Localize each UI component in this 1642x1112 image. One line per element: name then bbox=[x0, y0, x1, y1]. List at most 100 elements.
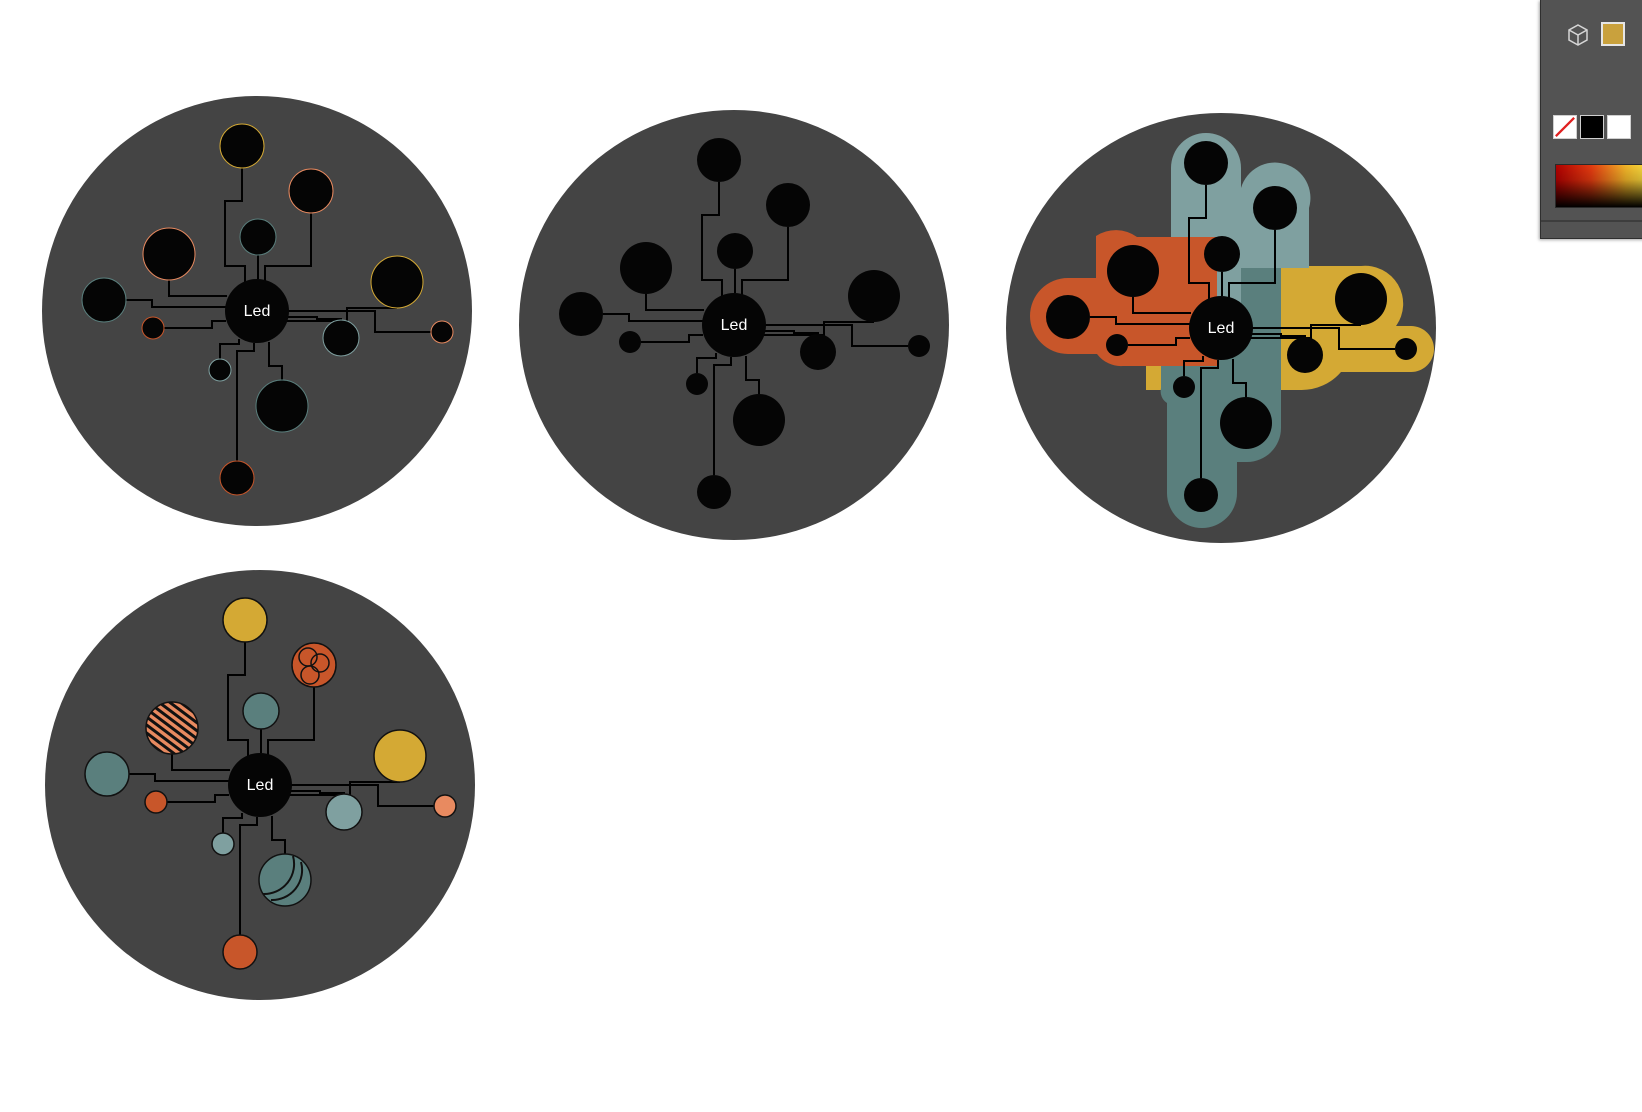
node-right-mid[interactable] bbox=[325, 793, 363, 831]
circuit-diagram-outlined[interactable]: Led bbox=[42, 96, 472, 526]
arc-pattern bbox=[262, 855, 304, 902]
node-left-small[interactable] bbox=[619, 331, 641, 353]
node-right-big[interactable] bbox=[848, 270, 900, 322]
node-upper-left[interactable] bbox=[1107, 245, 1159, 297]
node-low-right[interactable] bbox=[733, 394, 785, 446]
led-label: Led bbox=[244, 303, 271, 320]
wire-far-right bbox=[765, 324, 908, 347]
node-far-right[interactable] bbox=[430, 320, 454, 344]
circuit-diagram-colored-blobs[interactable]: Led bbox=[1006, 113, 1436, 543]
led-label: Led bbox=[721, 317, 748, 334]
wire-left-small bbox=[164, 320, 226, 329]
node-far-right[interactable] bbox=[433, 794, 457, 818]
node-left-small[interactable] bbox=[1106, 334, 1128, 356]
wire-right-mid bbox=[287, 316, 342, 320]
cube-icon[interactable] bbox=[1565, 22, 1591, 48]
wire-top bbox=[224, 168, 246, 283]
wire-low-right bbox=[268, 342, 283, 380]
node-left-big[interactable] bbox=[81, 277, 127, 323]
node-low-right[interactable] bbox=[255, 379, 309, 433]
node-group bbox=[84, 597, 457, 970]
wire-bottom bbox=[239, 817, 258, 935]
wire-right-mid bbox=[1251, 333, 1306, 337]
node-top[interactable] bbox=[222, 597, 268, 643]
node-low-left[interactable] bbox=[208, 358, 232, 382]
node-right-big[interactable] bbox=[370, 255, 424, 309]
none-slash-icon bbox=[1555, 117, 1575, 137]
led-label: Led bbox=[247, 777, 274, 794]
circuit-diagram-colored-nodes[interactable]: Led bbox=[45, 570, 475, 1000]
wire-upper-left bbox=[645, 294, 704, 311]
wire-group bbox=[129, 642, 434, 935]
node-right-big[interactable] bbox=[1335, 273, 1387, 325]
wire-upper-right bbox=[741, 227, 789, 295]
wire-bottom bbox=[713, 357, 732, 475]
wire-upper-left bbox=[1132, 297, 1191, 314]
led-hub[interactable] bbox=[702, 293, 766, 357]
node-group bbox=[81, 123, 454, 496]
wire-left-small bbox=[641, 334, 703, 343]
node-bottom[interactable] bbox=[1184, 478, 1218, 512]
led-hub[interactable] bbox=[228, 753, 292, 817]
node-far-right[interactable] bbox=[908, 335, 930, 357]
led-hub[interactable] bbox=[1189, 296, 1253, 360]
wire-top bbox=[1188, 185, 1210, 300]
node-left-small[interactable] bbox=[144, 790, 168, 814]
node-upper-mid[interactable] bbox=[1204, 236, 1240, 272]
node-upper-right[interactable] bbox=[291, 642, 337, 688]
wire-upper-left bbox=[171, 754, 230, 771]
node-upper-mid[interactable] bbox=[717, 233, 753, 269]
node-upper-right[interactable] bbox=[1253, 186, 1297, 230]
node-far-right[interactable] bbox=[1395, 338, 1417, 360]
node-low-left[interactable] bbox=[686, 373, 708, 395]
node-low-left[interactable] bbox=[1173, 376, 1195, 398]
wire-top bbox=[227, 642, 249, 757]
node-bottom[interactable] bbox=[222, 934, 258, 970]
node-upper-right[interactable] bbox=[766, 183, 810, 227]
none-swatch[interactable] bbox=[1553, 115, 1577, 139]
wire-far-right bbox=[291, 784, 434, 807]
wire-low-right bbox=[1232, 359, 1247, 397]
wire-left-big bbox=[126, 299, 226, 308]
node-upper-left[interactable] bbox=[620, 242, 672, 294]
ring-pattern bbox=[298, 647, 330, 685]
node-top[interactable] bbox=[1184, 141, 1228, 185]
wire-upper-right bbox=[264, 213, 312, 281]
wire-low-left bbox=[1183, 356, 1204, 376]
node-top[interactable] bbox=[697, 138, 741, 182]
node-right-mid[interactable] bbox=[1287, 337, 1323, 373]
wire-left-small bbox=[167, 794, 229, 803]
tools-panel bbox=[1540, 0, 1642, 239]
node-upper-left[interactable] bbox=[142, 227, 196, 281]
node-left-small[interactable] bbox=[141, 316, 165, 340]
wire-left-big bbox=[129, 773, 229, 782]
node-upper-mid[interactable] bbox=[242, 692, 280, 730]
node-bottom[interactable] bbox=[697, 475, 731, 509]
node-right-big[interactable] bbox=[373, 729, 427, 783]
wire-upper-right bbox=[1228, 230, 1276, 298]
stripe-pattern bbox=[146, 702, 198, 754]
node-right-mid[interactable] bbox=[800, 334, 836, 370]
node-top[interactable] bbox=[219, 123, 265, 169]
node-upper-right[interactable] bbox=[288, 168, 334, 214]
node-upper-mid[interactable] bbox=[239, 218, 277, 256]
wire-right-mid bbox=[764, 330, 819, 334]
circuit-diagram-solid[interactable]: Led bbox=[519, 110, 949, 540]
node-low-left[interactable] bbox=[211, 832, 235, 856]
node-left-big[interactable] bbox=[559, 292, 603, 336]
wire-bottom bbox=[236, 343, 255, 461]
fill-color-swatch[interactable] bbox=[1601, 22, 1625, 46]
black-swatch[interactable] bbox=[1580, 115, 1604, 139]
color-spectrum-picker[interactable] bbox=[1555, 164, 1642, 208]
node-group bbox=[559, 138, 930, 509]
led-hub[interactable] bbox=[225, 279, 289, 343]
node-low-right[interactable] bbox=[1220, 397, 1272, 449]
wire-group bbox=[126, 168, 431, 461]
node-right-mid[interactable] bbox=[322, 319, 360, 357]
node-left-big[interactable] bbox=[1046, 295, 1090, 339]
node-bottom[interactable] bbox=[219, 460, 255, 496]
wire-low-right bbox=[271, 816, 286, 854]
white-swatch[interactable] bbox=[1607, 115, 1631, 139]
node-left-big[interactable] bbox=[84, 751, 130, 797]
